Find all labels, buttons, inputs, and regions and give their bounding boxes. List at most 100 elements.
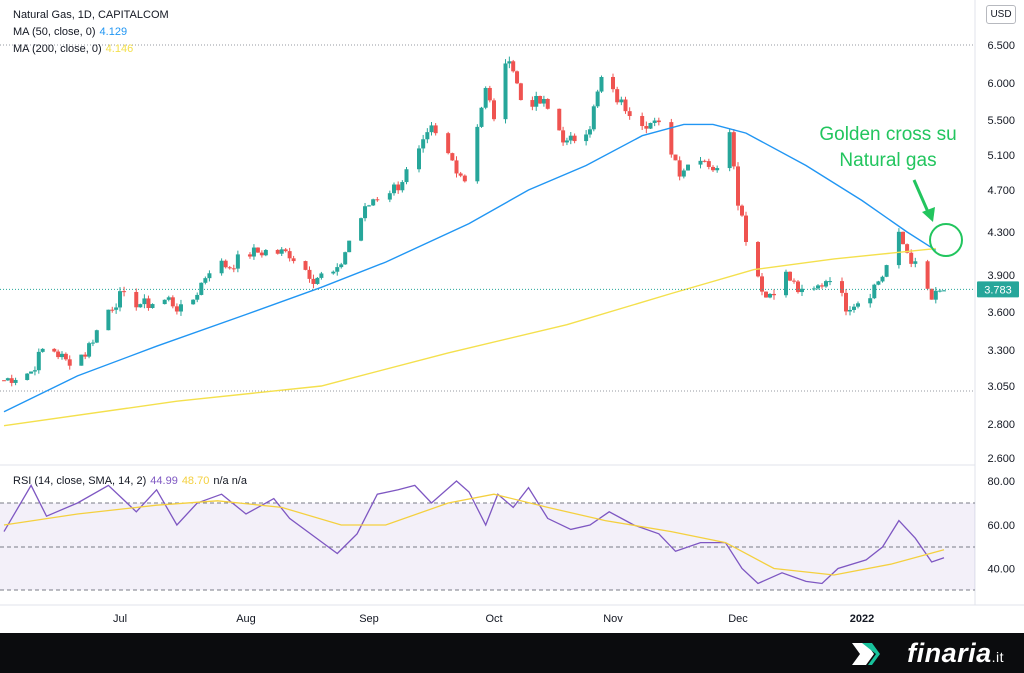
candle-body [868, 298, 873, 304]
candle-body [772, 293, 776, 296]
candle-body [231, 268, 236, 270]
candle-body [909, 252, 914, 264]
candle-body [744, 215, 748, 242]
candle-body [901, 231, 905, 245]
candle-body [331, 271, 336, 274]
candle-body [195, 294, 200, 300]
candle-body [711, 166, 715, 171]
annotation-line-2: Natural gas [839, 150, 936, 171]
candle-body [812, 288, 816, 290]
time-tick-label: Dec [728, 613, 748, 625]
candle-body [52, 348, 57, 352]
candle-body [450, 153, 455, 161]
last-price-badge [977, 281, 1019, 298]
time-tick-label: Sep [359, 613, 379, 625]
candle-body [335, 267, 340, 272]
price-tick-label: 3.600 [987, 307, 1015, 319]
ma50-value: 4.129 [99, 26, 128, 38]
time-tick-label: Aug [236, 613, 256, 625]
candle-body [702, 160, 707, 162]
candle-body [118, 291, 122, 308]
candle-body [727, 132, 732, 169]
candle-body [429, 125, 434, 133]
rsi-extra: n/a n/a [213, 475, 247, 487]
candle-body [492, 100, 496, 120]
candle-body [884, 265, 889, 277]
candle-body [462, 175, 467, 182]
chart-title: Natural Gas, 1D, CAPITALCOM [13, 9, 169, 21]
candle-body [150, 304, 155, 308]
candle-body [595, 91, 600, 107]
candle-body [223, 260, 228, 268]
candle-body [515, 71, 520, 84]
candle-body [942, 290, 946, 292]
candle-body [880, 276, 885, 282]
footer-bar: finaria.it [0, 633, 1024, 673]
candle-body [545, 98, 550, 109]
candle-body [591, 106, 596, 130]
candle-body [856, 303, 860, 307]
candle-body [611, 76, 615, 90]
rsi-tick-label: 40.00 [987, 564, 1015, 576]
rsi-sma-line [3, 493, 945, 576]
candle-body [929, 288, 934, 300]
candle-body [561, 130, 566, 143]
candle-body [913, 261, 918, 264]
candle-body [13, 379, 18, 383]
candle-body [828, 281, 832, 283]
golden-cross-marker [929, 223, 963, 257]
candle-body [367, 205, 371, 207]
candle-body [487, 87, 492, 101]
candle-body [275, 249, 280, 254]
candle-body [937, 290, 942, 292]
candle-body [652, 120, 657, 123]
candle-body [235, 254, 240, 269]
candle-body [60, 353, 64, 358]
candle-body [905, 244, 910, 253]
candle-body [56, 351, 61, 358]
last-price-label: 3.783 [984, 284, 1012, 296]
candle-body [404, 169, 409, 183]
price-tick-label: 3.050 [987, 381, 1015, 393]
ma50-legend[interactable]: MA (50, close, 0) 4.129 [13, 26, 127, 38]
price-tick-label: 5.500 [987, 115, 1015, 127]
candle-body [83, 354, 88, 357]
candle-body [138, 304, 143, 308]
candle-body [933, 290, 938, 300]
candle-body [279, 249, 284, 254]
candle-body [479, 107, 484, 127]
candle-body [615, 89, 620, 103]
candle-body [511, 61, 516, 72]
candle-body [134, 291, 139, 308]
candle-body [518, 83, 523, 101]
candle-body [417, 148, 421, 170]
ma200-legend[interactable]: MA (200, close, 0) 4.146 [13, 43, 133, 55]
candle-body [203, 278, 208, 283]
candle-body [79, 354, 84, 366]
price-tick-label: 2.600 [987, 453, 1015, 465]
candle-body [564, 140, 569, 143]
candle-body [106, 309, 111, 331]
candle-body [792, 280, 796, 282]
candles [2, 56, 946, 387]
candle-body [715, 168, 720, 171]
candle-body [681, 170, 686, 177]
candle-body [251, 247, 256, 257]
candle-body [90, 342, 95, 344]
time-tick-label: Oct [485, 613, 502, 625]
price-chart[interactable]: 6.500 6.000 5.500 5.100 4.700 4.300 3.900 3.600… [0, 0, 1024, 633]
price-tick-label: 2.800 [987, 419, 1015, 431]
candle-body [530, 100, 535, 107]
candle-body [736, 166, 740, 206]
candle-body [287, 251, 292, 259]
candle-body [114, 307, 119, 310]
candle-body [146, 298, 151, 308]
candle-body [36, 351, 41, 371]
candle-body [307, 269, 312, 279]
candle-body [534, 95, 539, 107]
price-tick-label: 6.000 [987, 78, 1015, 90]
brand-tld: .it [991, 649, 1004, 665]
currency-button[interactable]: USD [986, 5, 1016, 24]
time-tick-label: 2022 [850, 613, 874, 625]
rsi-legend[interactable]: RSI (14, close, SMA, 14, 2) 44.99 48.70 n/a… [13, 475, 247, 487]
